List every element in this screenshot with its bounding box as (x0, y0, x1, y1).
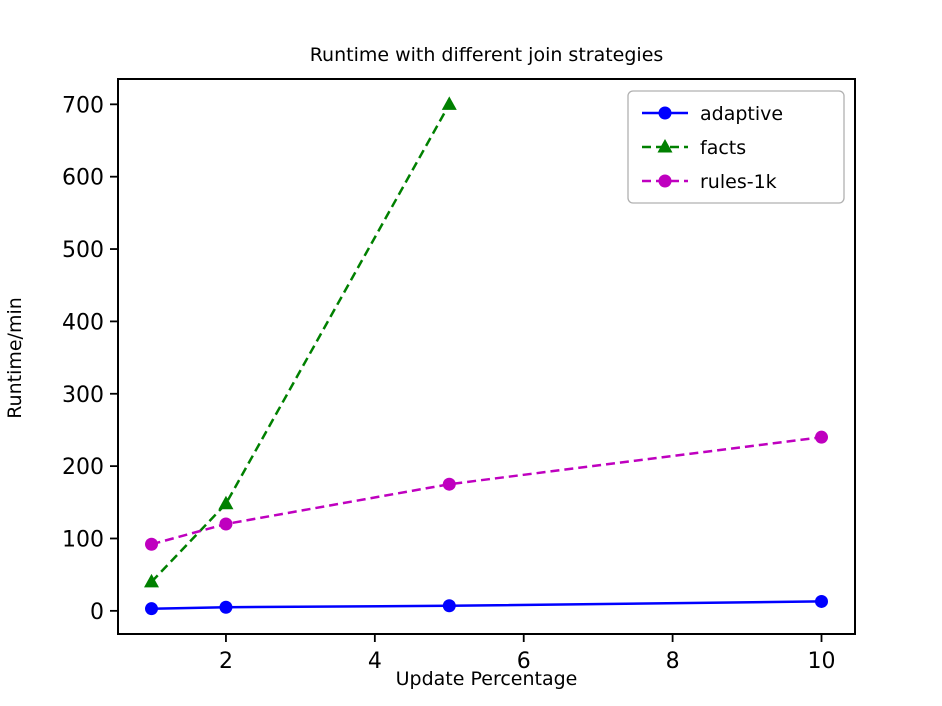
y-axis-label: Runtime/min (4, 297, 26, 419)
x-axis-label: Update Percentage (395, 668, 578, 690)
circle-marker (815, 594, 828, 608)
circle-marker (219, 600, 233, 614)
y-tick-label: 600 (62, 166, 104, 191)
legend-triangle-marker (657, 139, 673, 153)
circle-marker (219, 517, 233, 531)
triangle-marker (441, 96, 457, 110)
legend-label: rules-1k (700, 171, 777, 193)
legend-circle-marker (658, 106, 672, 120)
legend-label: adaptive (700, 103, 783, 125)
series-line (150, 103, 451, 583)
x-tick-label: 6 (517, 649, 531, 674)
y-axis: 0 100 200 300 400 500 600 700 (62, 93, 118, 625)
y-tick-label: 200 (62, 455, 104, 480)
series-facts (144, 96, 457, 588)
x-tick-label: 4 (368, 649, 382, 674)
y-tick-label: 500 (62, 238, 104, 263)
y-tick-label: 700 (62, 93, 104, 118)
x-tick-label: 8 (666, 649, 680, 674)
y-tick-label: 400 (62, 310, 104, 335)
triangle-marker (144, 573, 159, 588)
series-line (151, 600, 822, 610)
legend-circle-marker (658, 174, 672, 188)
legend-label: facts (700, 137, 746, 159)
legend-box (627, 90, 845, 204)
series-line (151, 435, 822, 546)
axes-frame (117, 78, 856, 635)
circle-marker (815, 430, 828, 444)
x-tick-label: 10 (808, 649, 836, 674)
series-rules-1k (145, 430, 828, 551)
y-tick-label: 100 (62, 527, 104, 552)
circle-marker (442, 477, 456, 491)
circle-marker (442, 599, 456, 613)
y-tick-label: 300 (62, 383, 104, 408)
circle-marker (145, 537, 158, 551)
triangle-marker (218, 495, 234, 510)
x-axis: 2 4 6 8 10 (219, 634, 836, 674)
series-adaptive (145, 594, 828, 616)
x-tick-label: 2 (219, 649, 233, 674)
y-tick-label: 0 (90, 600, 104, 625)
circle-marker (145, 602, 158, 616)
legend: adaptive facts rules-1k (627, 90, 845, 204)
chart-title: Runtime with different join strategies (309, 44, 664, 66)
